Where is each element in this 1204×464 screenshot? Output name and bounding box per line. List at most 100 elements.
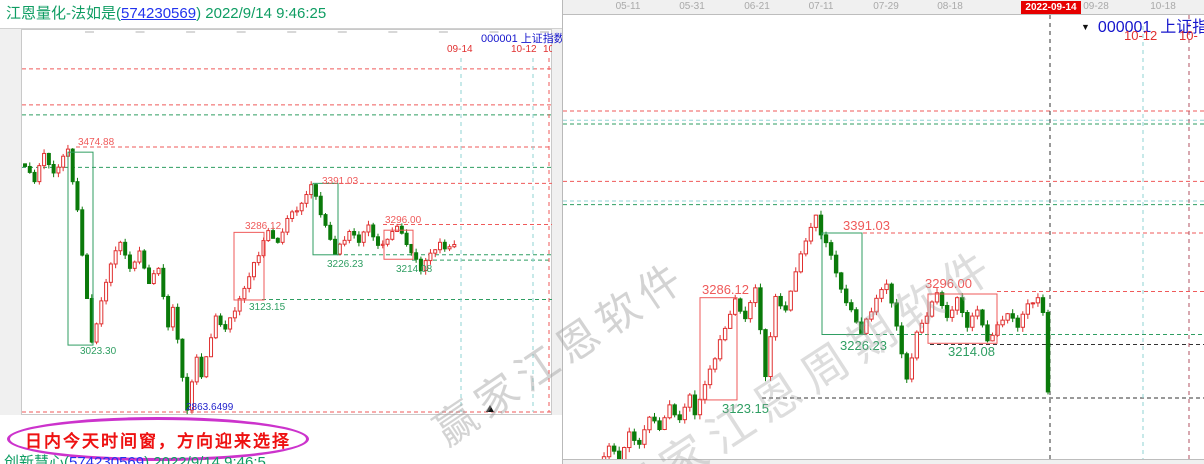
candle-body	[965, 312, 970, 328]
candle-body	[904, 353, 909, 380]
candle-body	[768, 336, 773, 378]
candle-body	[1015, 317, 1020, 328]
candle-body	[828, 242, 834, 256]
candle-body	[738, 298, 743, 312]
price-label: 2863.6499	[186, 402, 234, 413]
date-axis-label: 09-28	[1083, 1, 1109, 12]
candle-body	[395, 225, 400, 233]
footer-qq-id-link[interactable]: 574230569	[69, 454, 145, 464]
candle-body	[949, 309, 955, 318]
candle-body	[687, 394, 693, 408]
candle-body	[185, 376, 190, 411]
candle-body	[909, 357, 914, 380]
price-label: 3226.23	[840, 338, 887, 353]
candle-body	[318, 195, 323, 216]
candle-body	[290, 211, 295, 219]
date-axis-label: 05-31	[679, 1, 705, 12]
candle-body	[352, 230, 357, 236]
date-axis-label: 08-18	[937, 1, 963, 12]
candle-body	[275, 237, 280, 243]
candle-body	[899, 325, 904, 355]
candle-body	[727, 313, 733, 329]
price-label: 3214.08	[948, 344, 995, 359]
candle-body	[404, 232, 409, 245]
candle-body	[808, 226, 814, 242]
candle-body	[347, 230, 352, 241]
candle-body	[975, 309, 980, 317]
candle-body	[447, 246, 452, 250]
candle-body	[442, 241, 447, 250]
candle-body	[879, 289, 884, 299]
date-axis: 2022-09-14 05-11 05-31 06-21 07-11 07-29 08-1…	[563, 0, 1204, 15]
candle-body	[223, 324, 228, 330]
left-candlestick-chart[interactable]: 3474.88 3391.03 3286.12 3296.00 3226.23 3214.…	[0, 0, 562, 464]
candle-body	[166, 295, 171, 328]
candle-body	[228, 317, 233, 330]
candle-body	[156, 267, 161, 275]
candle-body	[161, 267, 166, 297]
right-chart-panel[interactable]: 3391.03 3286.12 3296.00 3226.23 3214.08 3123.…	[563, 0, 1204, 464]
candle-body	[717, 339, 723, 360]
candle-body	[1045, 311, 1051, 393]
candle-body	[375, 236, 380, 246]
price-label: 3286.12	[245, 221, 282, 232]
candle-body	[232, 310, 237, 319]
current-date-highlight: 2022-09-14	[1021, 1, 1081, 14]
candle-body	[256, 255, 261, 264]
candle-body	[763, 329, 768, 378]
candle-body	[94, 323, 99, 343]
candle-body	[418, 258, 423, 272]
price-label: 3296.00	[925, 276, 972, 291]
candle-body	[960, 297, 965, 314]
candle-body	[632, 431, 637, 441]
candle-body	[242, 287, 247, 300]
candle-body	[433, 249, 438, 254]
candle-body	[1025, 303, 1031, 315]
right-candlestick-chart[interactable]: 3391.03 3286.12 3296.00 3226.23 3214.08 3123.…	[563, 0, 1204, 464]
candle-body	[409, 243, 414, 254]
candle-body	[142, 250, 147, 269]
dropdown-arrow-icon[interactable]: ▼	[1081, 22, 1090, 32]
today-marker-icon	[486, 405, 494, 412]
candle-body	[56, 166, 61, 174]
right-chart-legend: ▼ 000001 上证指数	[1081, 13, 1204, 37]
candle-body	[758, 287, 763, 331]
candle-body	[1030, 302, 1036, 305]
candle-body	[70, 148, 75, 183]
candle-body	[23, 163, 27, 167]
annotation-ellipse[interactable]: 日内今天时间窗，方向迎来选择	[7, 417, 309, 461]
left-chart-panel[interactable]: 江恩量化-法如是(574230569) 2022/9/14 9:46:25 34…	[0, 0, 563, 464]
candle-body	[1010, 313, 1015, 319]
candle-body	[889, 283, 894, 304]
candle-body	[108, 263, 113, 283]
candle-body	[818, 214, 824, 236]
candle-body	[647, 416, 652, 431]
qq-id-link[interactable]: 574230569	[121, 5, 197, 22]
candle-body	[954, 297, 960, 311]
app-title: 江恩量化-法如是	[6, 5, 116, 22]
candle-body	[42, 152, 47, 167]
gann-box	[233, 231, 265, 301]
candle-body	[773, 295, 778, 338]
candle-body	[722, 327, 728, 341]
price-label: 3391.03	[843, 218, 890, 233]
candle-body	[170, 306, 175, 328]
candle-body	[783, 305, 788, 311]
candle-body	[328, 224, 333, 240]
price-label: 3023.30	[80, 346, 117, 357]
candle-body	[813, 214, 819, 228]
candle-body	[652, 416, 657, 422]
left-footer-bar: 创新慧心(574230569) 2022/9/14 9:46:5	[4, 451, 524, 464]
candle-body	[180, 338, 185, 378]
candle-body	[80, 209, 85, 256]
candle-body	[32, 171, 37, 183]
candle-body	[209, 337, 214, 358]
candle-body	[838, 272, 844, 290]
stock-name: 上证指数	[1160, 19, 1204, 36]
price-label: 3391.03	[322, 176, 359, 187]
candle-body	[869, 311, 874, 320]
date-axis-label: 10-18	[1150, 1, 1176, 12]
date-axis-label: 05-11	[615, 1, 641, 12]
gann-box	[312, 182, 339, 256]
